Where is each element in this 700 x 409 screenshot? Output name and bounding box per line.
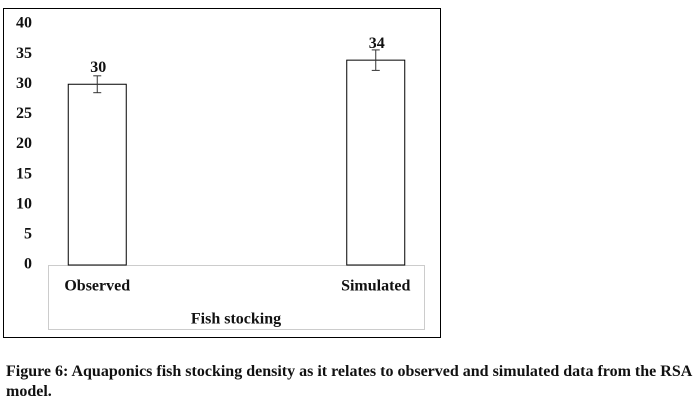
error-bar — [371, 49, 380, 71]
y-tick-label: 10 — [16, 195, 32, 212]
x-tick-label: Observed — [64, 278, 130, 295]
y-tick-label: 0 — [24, 256, 32, 273]
bar — [67, 83, 127, 266]
y-tick-label: 40 — [16, 15, 32, 32]
y-tick-label: 30 — [16, 75, 32, 92]
y-tick-label: 25 — [16, 105, 32, 122]
data-label: 30 — [90, 59, 106, 76]
y-tick-label: 5 — [24, 226, 32, 243]
y-tick-label: 35 — [16, 45, 32, 62]
figure-caption: Figure 6: Aquaponics fish stocking densi… — [6, 363, 692, 400]
x-axis-title: Fish stocking — [191, 311, 281, 328]
error-bar — [93, 75, 102, 94]
bar — [346, 59, 406, 266]
chart-border — [3, 8, 441, 338]
y-tick-label: 20 — [16, 135, 32, 152]
x-tick-label: Simulated — [341, 278, 410, 295]
chart: Fish stocking 0 5 10 15 20 25 30 35 40 Observed 30… — [3, 8, 441, 338]
category-box — [48, 265, 425, 330]
y-tick-label: 15 — [16, 165, 32, 182]
data-label: 34 — [369, 35, 385, 52]
